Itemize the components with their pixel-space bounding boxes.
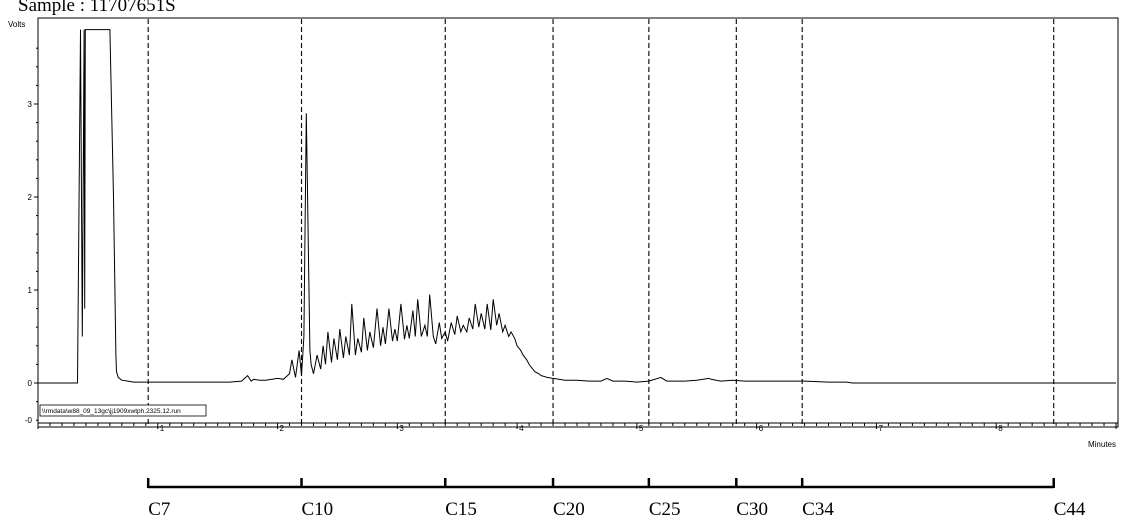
y-tick-label: 1 xyxy=(28,286,33,295)
carbon-label-c30: C30 xyxy=(736,499,768,520)
file-label-box xyxy=(39,404,207,417)
x-tick-label: 7 xyxy=(878,424,883,433)
x-tick-label: 3 xyxy=(399,424,404,433)
x-tick-label: 1 xyxy=(160,424,165,433)
carbon-label-c25: C25 xyxy=(649,499,681,520)
axis-layer: 1 2 3 4 5 6 7 8 Minutes 0 1 2 3 -0 Volts \\rmdata\w88_0… xyxy=(8,20,1118,449)
y-tick-label: 3 xyxy=(28,100,33,109)
carbon-label-c44: C44 xyxy=(1054,499,1086,520)
carbon-marker-lines xyxy=(147,19,1055,425)
carbon-scale: C7 C10 C15 C20 C25 C30 C34 C44 xyxy=(146,478,1086,520)
x-tick-label: 2 xyxy=(280,424,285,433)
x-tick-label: 5 xyxy=(639,424,644,433)
x-tick-label: 4 xyxy=(519,424,524,433)
y-tick-label: 0 xyxy=(28,379,33,388)
y-tick-label: -0 xyxy=(25,416,33,425)
y-axis-label: Volts xyxy=(8,20,25,29)
carbon-label-c7: C7 xyxy=(148,499,170,520)
chromatogram-trace xyxy=(38,29,1116,384)
x-tick-label: 6 xyxy=(759,424,764,433)
chart-title: Sample : 11707651S xyxy=(18,0,176,16)
y-tick-label: 2 xyxy=(28,193,33,202)
x-axis-label: Minutes xyxy=(1088,440,1116,449)
carbon-label-c10: C10 xyxy=(302,499,334,520)
x-tick-label: 8 xyxy=(998,424,1003,433)
plot-border xyxy=(37,17,1119,428)
carbon-label-c20: C20 xyxy=(553,499,585,520)
file-label: \\rmdata\w88_09_13gc\jj1909xwtph.2325.12… xyxy=(42,408,181,415)
trace-layer xyxy=(38,29,1116,384)
carbon-label-c34: C34 xyxy=(802,499,834,520)
carbon-label-c15: C15 xyxy=(445,499,477,520)
plot-frame xyxy=(37,17,1119,428)
